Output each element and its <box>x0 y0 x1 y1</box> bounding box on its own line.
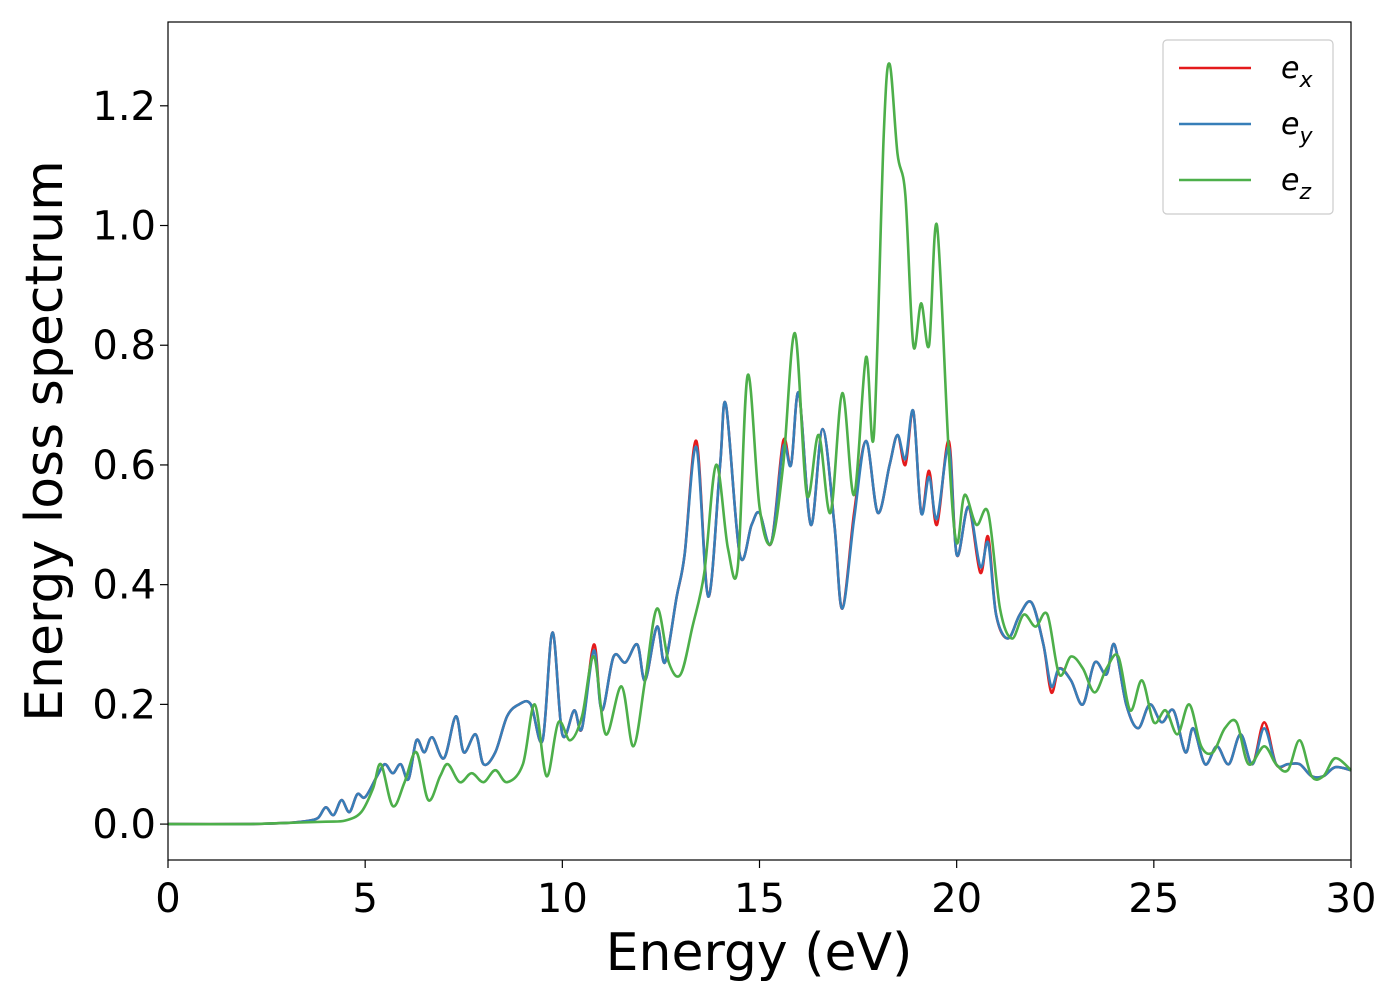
y-tick-label: 1.2 <box>92 84 156 130</box>
x-tick-label: 20 <box>931 876 982 922</box>
y-axis: 0.0 0.2 0.4 0.6 0.8 1.0 1.2 <box>92 84 168 848</box>
legend-label: ez <box>1281 163 1311 205</box>
x-tick-label: 15 <box>734 876 785 922</box>
legend-label-sub: y <box>1298 124 1313 149</box>
y-tick-label: 0.2 <box>92 682 156 728</box>
y-tick-label: 0.4 <box>92 563 156 609</box>
y-tick-label: 0.6 <box>92 443 156 489</box>
series-line-e-z <box>167 62 1352 826</box>
legend-label: ex <box>1281 51 1313 93</box>
x-axis-label: Energy (eV) <box>606 923 913 983</box>
x-axis: 0 5 10 15 20 25 30 <box>155 860 1376 922</box>
x-tick-label: 10 <box>537 876 588 922</box>
legend-label-sub: z <box>1298 180 1311 205</box>
y-axis-label: Energy loss spectrum <box>15 160 75 722</box>
x-tick-label: 0 <box>155 876 180 922</box>
y-tick-label: 0.8 <box>92 323 156 369</box>
legend-label-main: e <box>1281 163 1299 198</box>
legend-label-main: e <box>1281 107 1299 142</box>
x-tick-label: 30 <box>1326 876 1377 922</box>
series-layer <box>167 62 1352 826</box>
x-tick-label: 5 <box>352 876 377 922</box>
x-tick-label: 25 <box>1128 876 1179 922</box>
legend-label-main: e <box>1281 51 1299 86</box>
y-tick-label: 0.0 <box>92 802 156 848</box>
legend-label-sub: x <box>1298 68 1313 93</box>
y-tick-label: 1.0 <box>92 204 156 250</box>
series-line-e-y <box>167 391 1352 826</box>
legend-label: ey <box>1281 107 1313 149</box>
legend-box <box>1162 39 1334 215</box>
